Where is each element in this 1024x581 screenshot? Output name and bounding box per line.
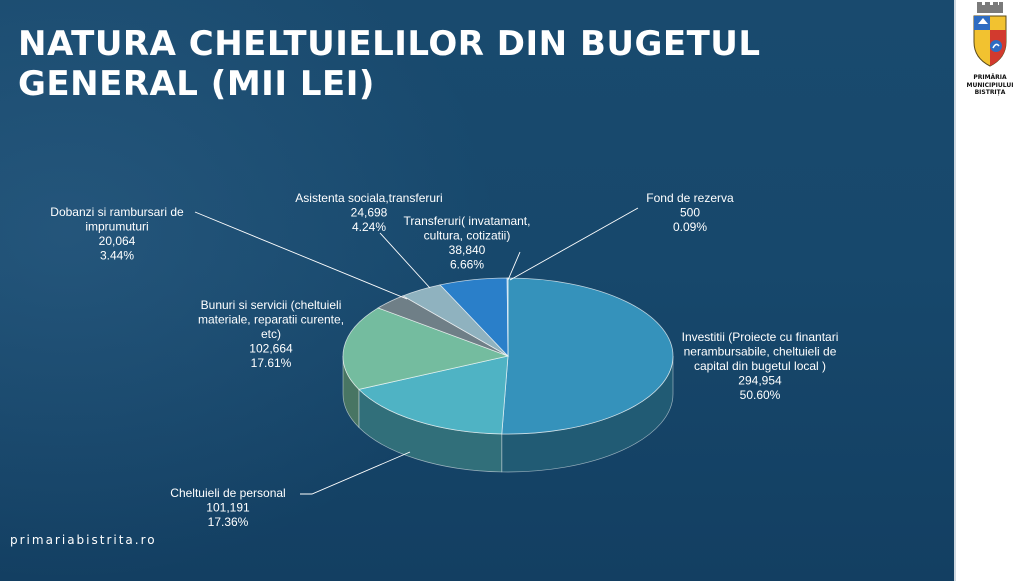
leader-line-1 [300,451,411,495]
pie-slice-0 [501,277,674,435]
leader-line-6 [509,207,639,281]
sidebar-divider [954,0,956,581]
slice-label-2: Bunuri si servicii (cheltuieli materiale,… [198,298,344,370]
leader-line-5 [507,251,521,281]
city-coat-of-arms-icon [973,2,1007,67]
slice-label-line: Transferuri( invatamant, [404,214,531,228]
leader-line-4 [379,232,431,289]
logo-institution-name: PRIMĂRIA MUNICIPIULUI BISTRIȚA [962,74,1018,97]
slice-label-line: materiale, reparatii curente, [198,313,344,327]
slice-percent-label: 50.60% [740,388,781,402]
pie-slice-1 [358,355,509,435]
pie-tops [342,277,674,435]
slice-percent-label: 4.24% [352,220,386,234]
slice-label-line: Bunuri si servicii (cheltuieli [201,298,342,312]
slice-percent-label: 17.36% [208,515,249,529]
slice-label-line: imprumuturi [85,220,148,234]
logo-sidebar: PRIMĂRIA MUNICIPIULUI BISTRIȚA [956,0,1024,581]
slice-label-line: Fond de rezerva [646,191,734,205]
slice-label-4: Asistenta sociala,transferuri 24,698 4.24% [295,191,442,234]
logo-name-line-2: MUNICIPIULUI [966,81,1014,89]
pie-chart: Investitii (Proiecte cu finantari nerambu… [50,191,838,529]
slice-percent-label: 0.09% [673,220,707,234]
slide-title: NATURA CHELTUIELILOR DIN BUGETUL GENERAL… [18,24,761,104]
slice-label-line: Asistenta sociala,transferuri [295,191,442,205]
slice-percent-label: 17.61% [251,356,292,370]
slice-label-line: Cheltuieli de personal [170,486,285,500]
slice-value-label: 500 [680,206,700,220]
slice-value-label: 102,664 [249,342,293,356]
leader-line-3 [194,211,408,300]
slice-label-1: Cheltuieli de personal 101,191 17.36% [170,486,285,529]
slice-label-5: Transferuri( invatamant, cultura, cotizat… [404,214,531,272]
slice-percent-label: 3.44% [100,249,134,263]
slice-value-label: 20,064 [99,234,136,248]
slice-label-line: Investitii (Proiecte cu finantari [682,330,839,344]
logo-name-line-1: PRIMĂRIA [973,74,1007,81]
slice-value-label: 294,954 [738,374,782,388]
pie-slice-2 [342,307,510,390]
slice-percent-label: 6.66% [450,258,484,272]
slice-label-6: Fond de rezerva 500 0.09% [646,191,734,234]
website-footer: primariabistrita.ro [10,533,157,547]
slice-value-label: 38,840 [449,243,486,257]
slice-label-3: Dobanzi si rambursari de imprumuturi 20,06… [50,205,184,263]
slice-value-label: 101,191 [206,501,250,515]
pie-labels: Investitii (Proiecte cu finantari nerambu… [50,191,838,529]
slice-label-line: cultura, cotizatii) [424,229,511,243]
slice-value-label: 24,698 [351,206,388,220]
slice-label-line: Dobanzi si rambursari de [50,205,184,219]
slice-label-line: etc) [261,327,281,341]
slice-label-0: Investitii (Proiecte cu finantari nerambu… [682,330,839,402]
slice-label-line: capital din bugetul local ) [694,359,826,373]
slice-label-line: nerambursabile, cheltuieli de [684,345,837,359]
logo-name-line-3: BISTRIȚA [974,89,1006,96]
background-glow [0,0,500,581]
pie-slice-6 [506,277,509,357]
